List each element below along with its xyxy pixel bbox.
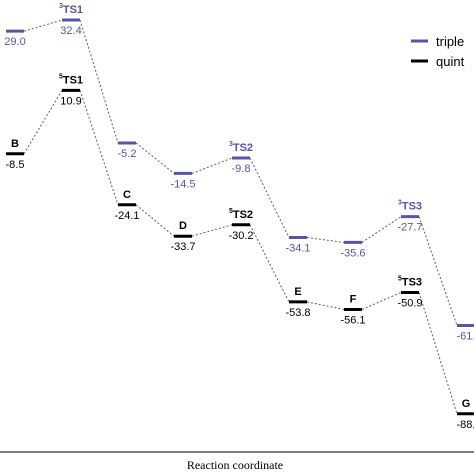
connector-triplet-1	[79, 19, 119, 144]
legend-label-triple: triple	[436, 34, 464, 49]
connector-quint-0	[23, 90, 63, 155]
energy-levels	[6, 18, 474, 416]
value-label-quint-f: -56.1	[340, 314, 365, 326]
state-label-quint-ts3: 5TS3	[398, 275, 422, 288]
level-labels: 29.0 32.4 3TS1 -5.2 -14.5 -9.8 3TS2 -34.1 -35.6 -…	[4, 3, 474, 431]
value-label-quint-c: -24.1	[114, 210, 139, 222]
connector-triplet-6	[361, 216, 402, 243]
value-label-quint-b: -8.5	[6, 159, 25, 171]
value-label-quint-ts3: -50.9	[397, 297, 422, 309]
state-label-quint-d: D	[179, 220, 187, 232]
state-label-quint-f: F	[350, 293, 357, 305]
connector-triplet-0	[23, 19, 63, 32]
connector-triplet-7	[418, 216, 458, 326]
state-label-triplet-ts1: 3TS1	[59, 3, 83, 16]
connector-quint-6	[361, 291, 402, 310]
value-label-triplet-ts1: 32.4	[60, 25, 81, 37]
connector-triplet-4	[249, 157, 290, 238]
value-label-quint-g: -88.	[457, 419, 474, 431]
value-label-triplet-d: -14.5	[170, 178, 195, 190]
legend: triple quint	[411, 34, 465, 69]
value-label-triplet-g: -61.	[457, 330, 474, 342]
connector-quint-7	[418, 292, 458, 414]
state-label-quint-ts2: 5TS2	[229, 208, 253, 221]
value-label-triplet-f: -35.6	[340, 247, 365, 259]
value-label-triplet-ts2: -9.8	[232, 163, 251, 175]
connector-triplet-2	[135, 142, 175, 174]
connector-quint-4	[249, 224, 290, 303]
connector-quint-3	[191, 224, 233, 237]
state-label-quint-b: B	[11, 138, 19, 150]
connector-triplet-5	[306, 237, 345, 243]
value-label-triplet-a: 29.0	[4, 36, 25, 48]
connector-quint-1	[79, 90, 119, 205]
state-label-triplet-ts3: 3TS3	[398, 200, 422, 213]
connector-triplet-3	[191, 157, 233, 174]
value-label-triplet-c: -5.2	[118, 148, 137, 160]
legend-label-quint: quint	[436, 54, 465, 69]
connector-lines	[23, 19, 458, 414]
value-label-quint-ts2: -30.2	[228, 230, 253, 242]
state-label-triplet-ts2: 3TS2	[229, 141, 253, 154]
connector-quint-5	[306, 301, 345, 310]
value-label-quint-e: -53.8	[285, 307, 310, 319]
state-label-quint-ts1: 5TS1	[59, 73, 83, 86]
state-label-quint-e: E	[294, 286, 301, 298]
state-label-quint-c: C	[123, 189, 131, 201]
value-label-triplet-e: -34.1	[285, 243, 310, 255]
value-label-triplet-ts3: -27.7	[397, 222, 422, 234]
connector-quint-2	[135, 204, 175, 237]
value-label-quint-d: -33.7	[170, 241, 195, 253]
state-label-quint-g: G	[462, 398, 471, 410]
value-label-quint-ts1: 10.9	[60, 95, 81, 107]
x-axis-label: Reaction coordinate	[187, 458, 283, 472]
